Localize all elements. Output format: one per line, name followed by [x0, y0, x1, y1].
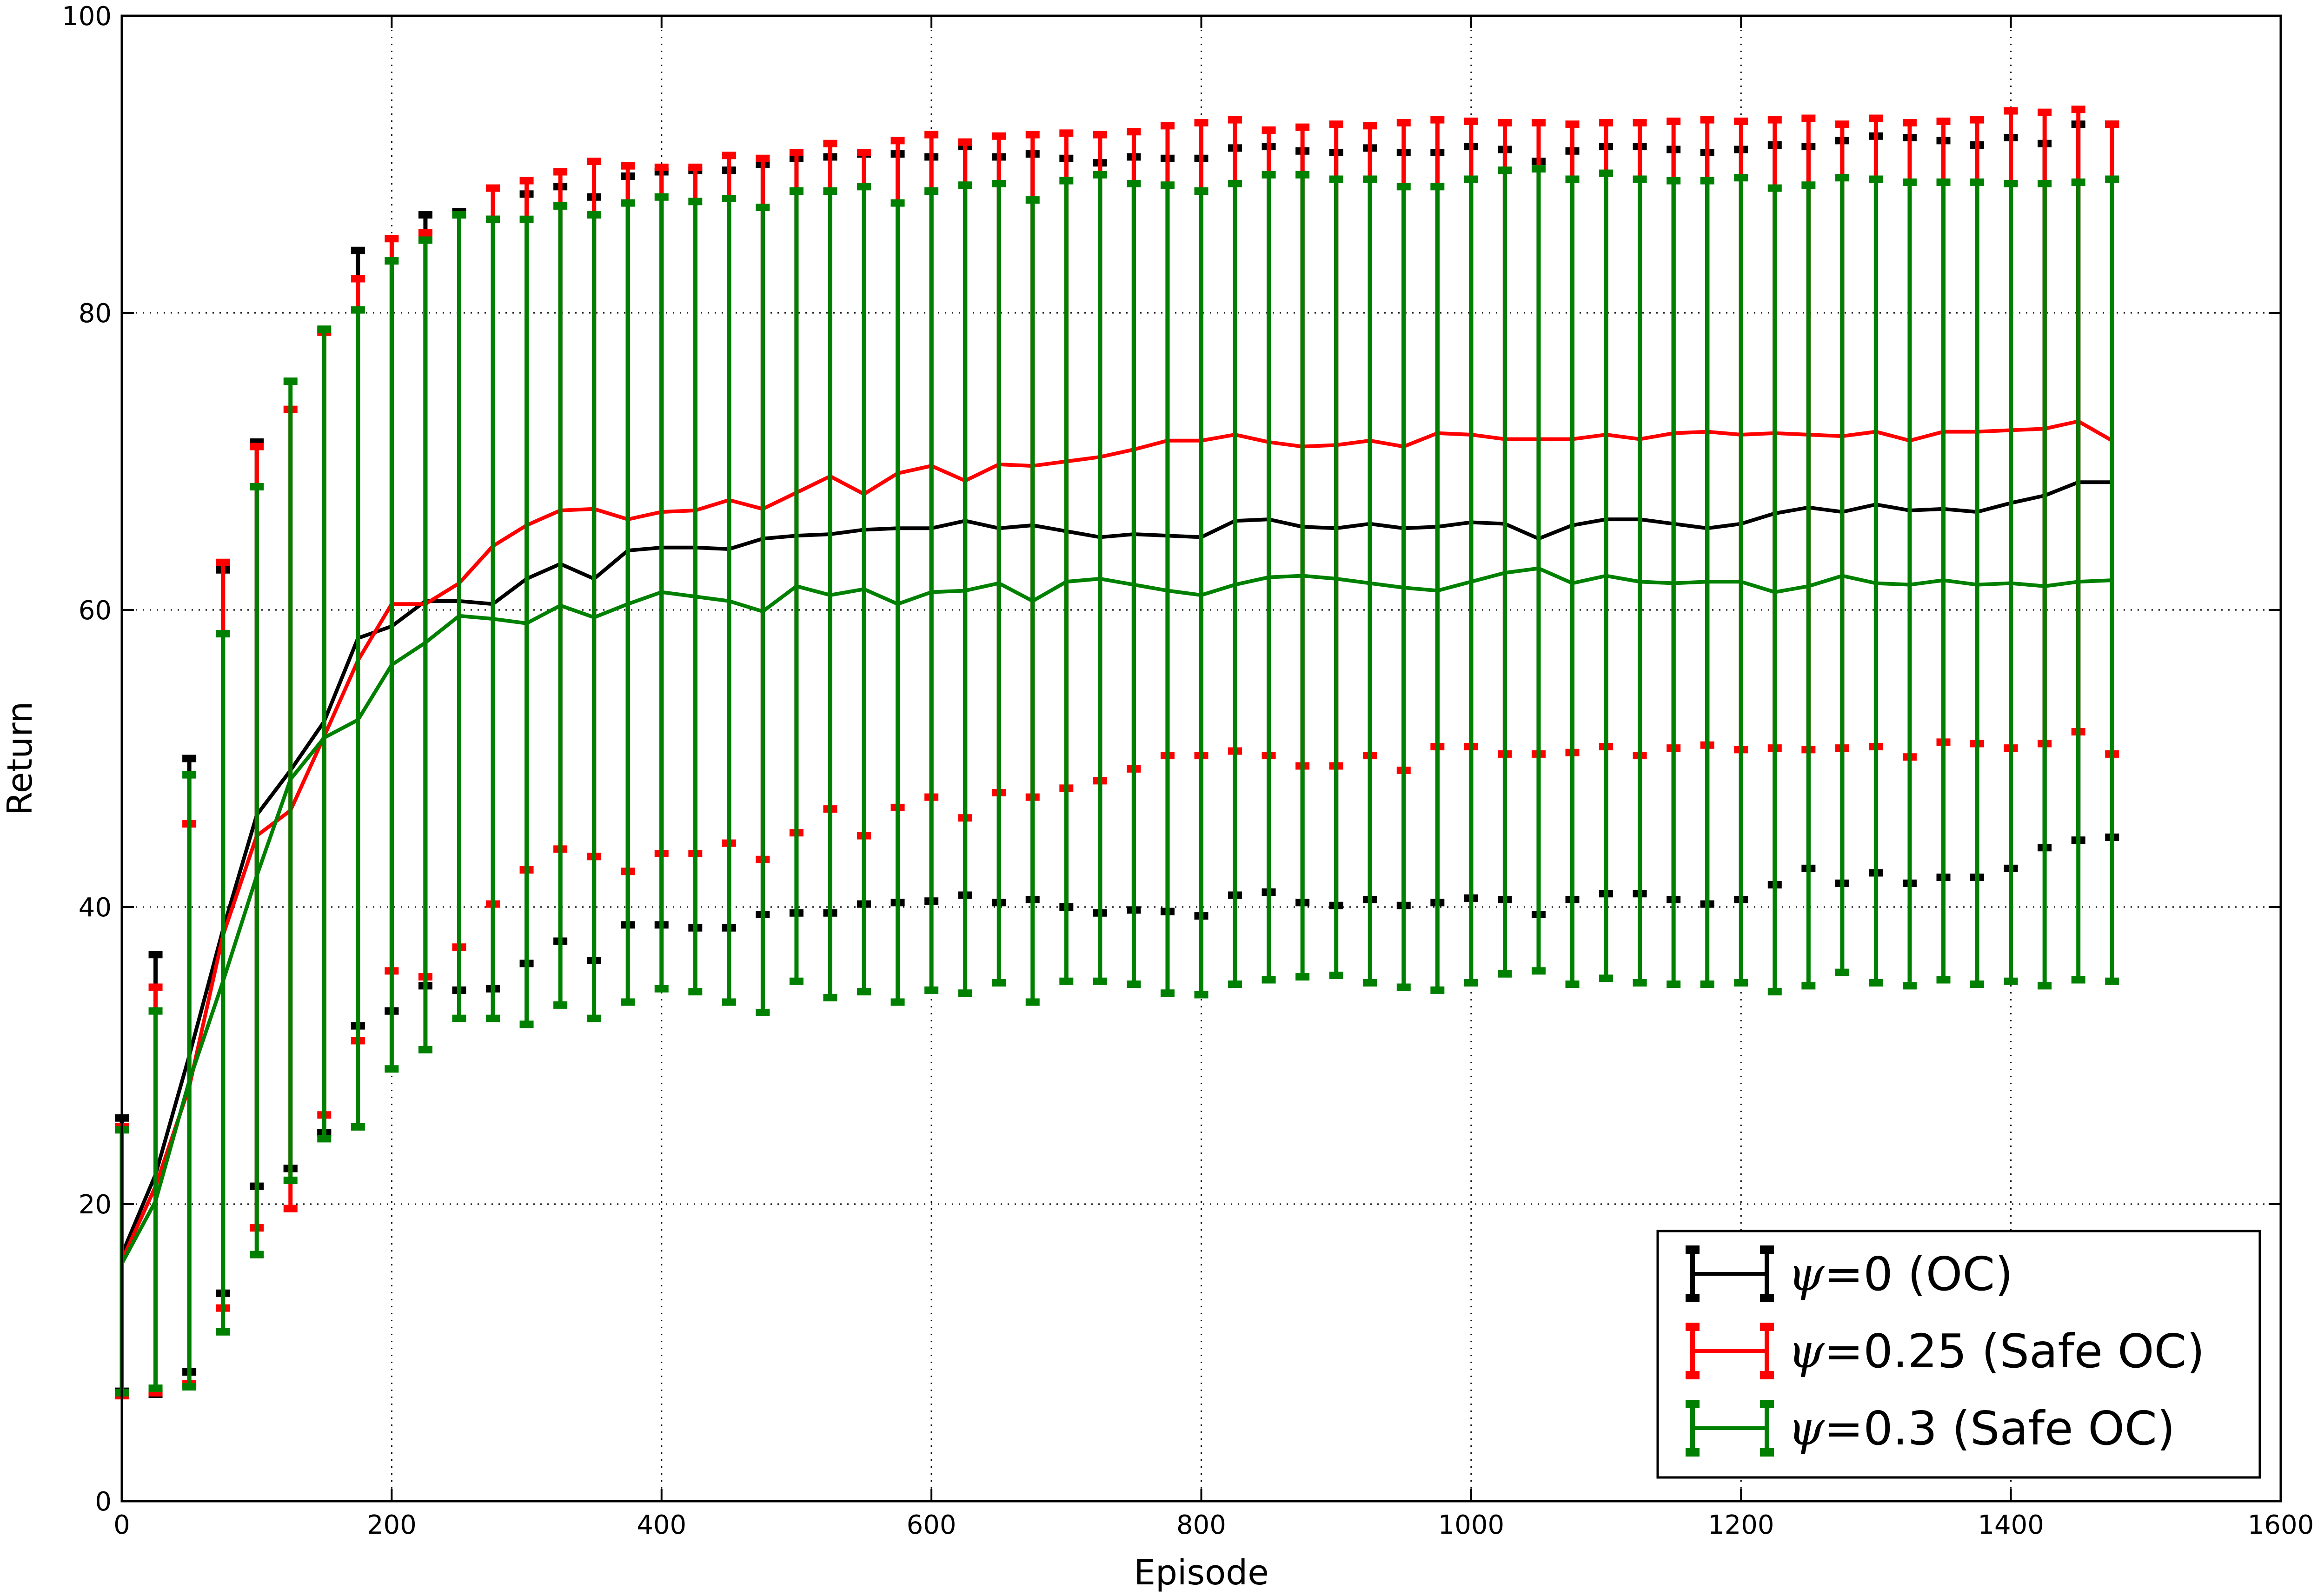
- legend-psi-symbol: ψ: [1788, 1247, 1825, 1301]
- series-layer: [115, 106, 2119, 1400]
- legend-label: ψ=0.3 (Safe OC): [1788, 1401, 2175, 1456]
- legend: ψ=0 (OC)ψ=0.25 (Safe OC)ψ=0.3 (Safe OC): [1656, 1230, 2261, 1479]
- series-2-mean-line: [120, 566, 2112, 1265]
- legend-label: ψ=0 (OC): [1788, 1247, 2013, 1301]
- x-tick-label: 600: [907, 1510, 956, 1540]
- x-tick-label: 1400: [1978, 1510, 2044, 1540]
- y-tick-label: 40: [79, 893, 112, 923]
- x-tick-label: 1600: [2248, 1510, 2314, 1540]
- y-tick-label: 100: [62, 1, 112, 32]
- y-tick-label: 20: [79, 1190, 112, 1220]
- y-tick-label: 80: [79, 298, 112, 329]
- x-tick-label: 1200: [1708, 1510, 1774, 1540]
- series-1-mean-line: [120, 419, 2113, 1262]
- legend-label: ψ=0.25 (Safe OC): [1788, 1324, 2205, 1378]
- x-axis-label: Episode: [1134, 1553, 1269, 1593]
- x-tick-label: 0: [113, 1510, 130, 1540]
- x-tick-label: 200: [367, 1510, 417, 1540]
- legend-psi-symbol: ψ: [1788, 1401, 1825, 1456]
- legend-item-0: ψ=0 (OC): [1686, 1245, 2013, 1302]
- legend-psi-symbol: ψ: [1788, 1324, 1825, 1378]
- legend-series-name: =0.25 (Safe OC): [1824, 1324, 2204, 1378]
- y-axis-label: Return: [0, 702, 40, 816]
- y-tick-label: 0: [95, 1487, 112, 1517]
- legend-item-2: ψ=0.3 (Safe OC): [1686, 1400, 2175, 1457]
- x-tick-label: 800: [1176, 1510, 1226, 1540]
- x-tick-label: 1000: [1438, 1510, 1505, 1540]
- y-tick-label: 60: [79, 596, 112, 626]
- legend-series-name: =0.3 (Safe OC): [1824, 1401, 2175, 1456]
- axis-ticks: [121, 15, 2282, 1502]
- legend-item-1: ψ=0.25 (Safe OC): [1686, 1323, 2205, 1379]
- series-0-mean-line: [120, 480, 2112, 1256]
- series-2: [115, 165, 2119, 1397]
- x-tick-label: 400: [637, 1510, 686, 1540]
- axis-tick-labels: 0 200 400 600 800 1000 1200 1400 1600 0 20 40 60 80 10…: [62, 1, 2314, 1540]
- legend-series-name: =0 (OC): [1824, 1247, 2013, 1301]
